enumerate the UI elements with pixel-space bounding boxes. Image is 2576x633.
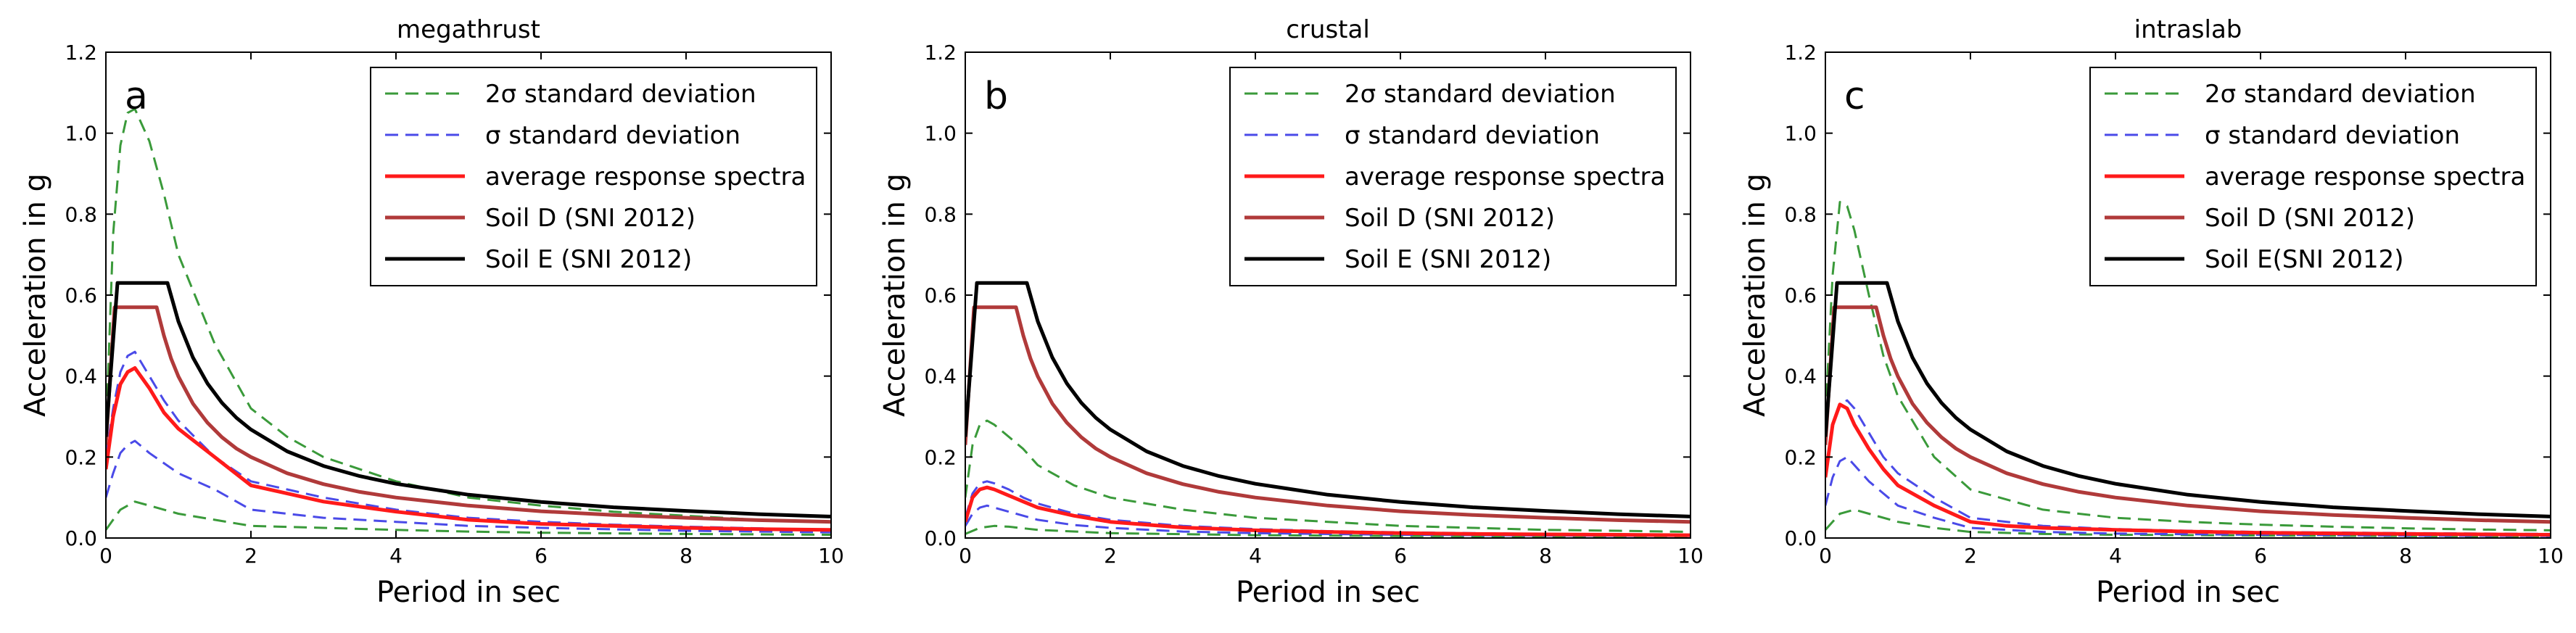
chart-title: intraslab (2134, 15, 2242, 44)
y-tick-label: 0.4 (65, 365, 97, 389)
chart-crustal: crustal 0 2 4 6 8 10 0.0 0.2 0.4 0.6 0.8 1.0 1.2 Perio… (878, 15, 1704, 609)
series-line-average (106, 366, 831, 532)
x-tick-label: 10 (1677, 544, 1704, 568)
panel-label: c (1844, 75, 1865, 118)
x-tick-label: 6 (534, 544, 548, 568)
y-tick-label: 0.0 (65, 526, 97, 550)
x-axis-label: Period in sec (376, 576, 561, 609)
y-tick-label: 1.2 (1784, 41, 1817, 65)
legend-label-sd2_upper: 2σ standard deviation (485, 80, 756, 109)
x-axis-label: Period in sec (2096, 576, 2280, 609)
legend: 2σ standard deviation σ standard deviatio… (1229, 67, 1677, 286)
chart-title: megathrust (397, 15, 540, 44)
series-line-soil_e (106, 281, 831, 518)
legend-label-soil_e: Soil E(SNI 2012) (2205, 245, 2403, 274)
series-line-soil_d (1825, 305, 2551, 524)
chart-title: crustal (1286, 15, 1370, 44)
y-tick-label: 0.0 (1784, 526, 1817, 550)
x-axis-label: Period in sec (1236, 576, 1420, 609)
x-tick-label: 0 (1819, 544, 1832, 568)
y-tick-label: 1.0 (924, 122, 957, 146)
x-tick-label: 4 (389, 544, 402, 568)
legend-label-soil_d: Soil D (SNI 2012) (485, 204, 695, 233)
series-group (965, 281, 1690, 538)
legend-label-average: average response spectra (1345, 162, 1665, 191)
x-tick-label: 0 (959, 544, 972, 568)
legend-label-sd2_upper: 2σ standard deviation (2205, 80, 2476, 109)
y-tick-label: 1.2 (924, 41, 957, 65)
x-tick-label: 10 (818, 544, 844, 568)
x-tick-label: 10 (2538, 544, 2564, 568)
legend-label-sd1_upper: σ standard deviation (1345, 121, 1600, 150)
y-tick-label: 0.4 (1784, 365, 1817, 389)
series-group (106, 107, 831, 536)
series-line-soil_d (106, 305, 831, 524)
y-tick-label: 0.4 (924, 365, 957, 389)
series-line-sd1_lower (965, 504, 1690, 537)
chart-intraslab: intraslab 0 2 4 6 8 10 0.0 0.2 0.4 0.6 0.8 1.0 1.2 Per… (1738, 15, 2564, 609)
y-tick-label: 0.2 (65, 445, 97, 469)
x-tick-label: 8 (2399, 544, 2412, 568)
series-line-soil_e (965, 281, 1690, 518)
legend-label-sd1_upper: σ standard deviation (485, 121, 740, 150)
y-tick-label: 1.0 (65, 122, 97, 146)
y-tick-label: 0.8 (65, 202, 97, 226)
x-tick-label: 2 (1104, 544, 1117, 568)
panel-label: b (984, 75, 1008, 118)
y-tick-label: 1.2 (65, 41, 97, 65)
y-axis-label: Acceleration in g (19, 173, 52, 417)
y-tick-label: 0.6 (1784, 284, 1817, 307)
legend-label-soil_d: Soil D (SNI 2012) (2205, 204, 2415, 233)
series-line-sd2_upper (1825, 201, 2551, 531)
panel-label: a (125, 75, 148, 118)
legend-label-soil_e: Soil E (SNI 2012) (1345, 245, 1551, 274)
x-tick-label: 6 (1394, 544, 1407, 568)
x-tick-label: 0 (99, 544, 112, 568)
x-tick-label: 2 (1964, 544, 1977, 568)
legend: 2σ standard deviation σ standard deviatio… (370, 67, 817, 286)
series-line-sd2_upper (965, 419, 1690, 534)
y-tick-label: 0.6 (924, 284, 957, 307)
series-line-average (965, 485, 1690, 537)
legend-label-soil_d: Soil D (SNI 2012) (1345, 204, 1555, 233)
legend-label-sd1_upper: σ standard deviation (2205, 121, 2460, 150)
series-line-sd1_lower (1825, 455, 2551, 537)
y-axis-label: Acceleration in g (1738, 173, 1772, 417)
x-tick-label: 8 (680, 544, 693, 568)
y-tick-label: 0.2 (1784, 445, 1817, 469)
y-tick-label: 0.8 (924, 202, 957, 226)
x-tick-label: 6 (2254, 544, 2267, 568)
legend-label-soil_e: Soil E (SNI 2012) (485, 245, 692, 274)
legend-label-average: average response spectra (2205, 162, 2525, 191)
legend: 2σ standard deviation σ standard deviatio… (2089, 67, 2537, 286)
series-line-soil_d (965, 305, 1690, 524)
x-tick-label: 4 (2109, 544, 2122, 568)
series-line-sd2_upper (106, 107, 831, 524)
legend-label-sd2_upper: 2σ standard deviation (1345, 80, 1616, 109)
series-group (1825, 201, 2551, 538)
legend-label-average: average response spectra (485, 162, 806, 191)
chart-megathrust: megathrust 0 2 4 6 8 10 0.0 0.2 0.4 0.6 0.8 1.0 1.2 Pe… (19, 15, 844, 609)
series-line-average (1825, 402, 2551, 537)
y-tick-label: 0.2 (924, 445, 957, 469)
y-axis-label: Acceleration in g (878, 173, 912, 417)
x-tick-label: 4 (1249, 544, 1262, 568)
series-line-sd1_lower (106, 439, 831, 534)
y-tick-label: 0.8 (1784, 202, 1817, 226)
x-tick-label: 2 (244, 544, 257, 568)
series-line-soil_e (1825, 281, 2551, 518)
y-tick-label: 0.6 (65, 284, 97, 307)
y-tick-label: 1.0 (1784, 122, 1817, 146)
y-tick-label: 0.0 (924, 526, 957, 550)
x-tick-label: 8 (1539, 544, 1552, 568)
